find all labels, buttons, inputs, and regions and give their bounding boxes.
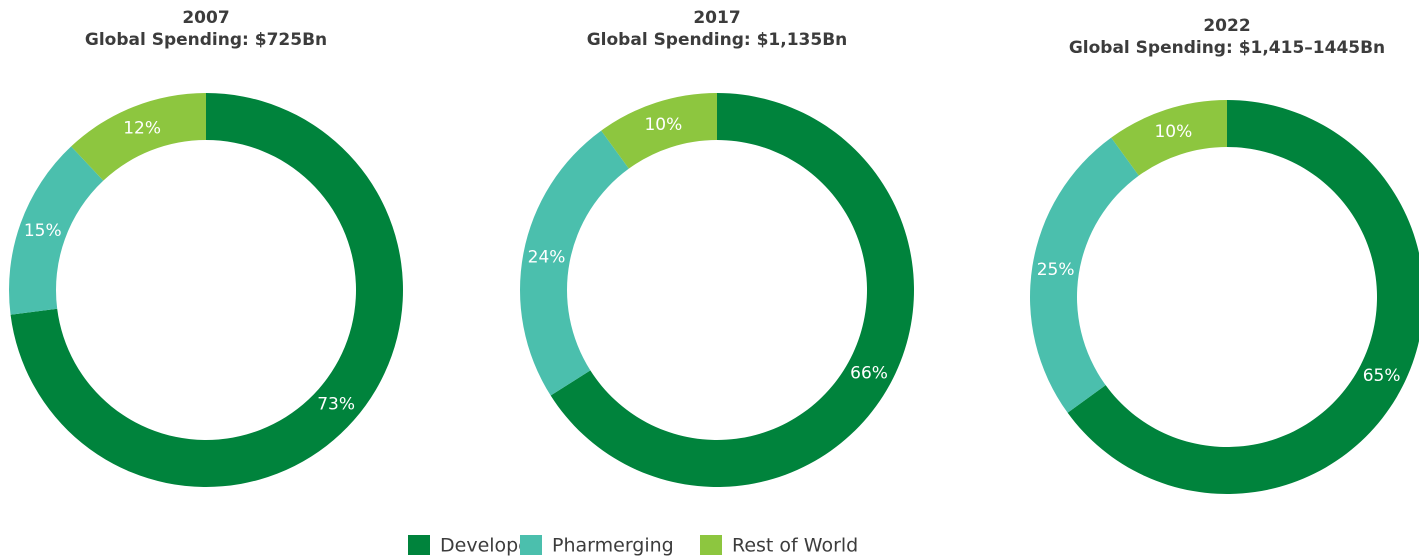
- chart-title: 2007: [182, 8, 229, 28]
- value-label: 25%: [1037, 260, 1075, 280]
- legend-label: Rest of World: [732, 535, 858, 556]
- chart-subtitle: Global Spending: $725Bn: [85, 30, 327, 50]
- donut-slice: [9, 146, 104, 315]
- chart-subtitle: Global Spending: $1,135Bn: [587, 30, 848, 50]
- value-label: 24%: [528, 247, 566, 267]
- legend-label: Developed: [440, 535, 542, 556]
- chart-title: 2017: [693, 8, 740, 28]
- donut-slice: [1111, 100, 1227, 176]
- donut-slice: [71, 93, 206, 181]
- value-label: 10%: [1154, 122, 1192, 142]
- value-label: 15%: [24, 221, 62, 241]
- donut-slice: [1030, 137, 1139, 413]
- legend-swatch: [700, 535, 722, 555]
- value-label: 65%: [1363, 366, 1401, 386]
- legend-label: Pharmerging: [552, 535, 674, 556]
- legend-swatch: [520, 535, 542, 555]
- value-label: 73%: [317, 395, 355, 415]
- donut-slice: [520, 130, 629, 396]
- donut-slice: [601, 93, 717, 169]
- legend-swatch: [408, 535, 430, 555]
- chart-title: 2022: [1203, 16, 1250, 36]
- value-label: 10%: [644, 115, 682, 135]
- value-label: 66%: [850, 364, 888, 384]
- value-label: 12%: [123, 119, 161, 139]
- chart-subtitle: Global Spending: $1,415–1445Bn: [1069, 38, 1385, 58]
